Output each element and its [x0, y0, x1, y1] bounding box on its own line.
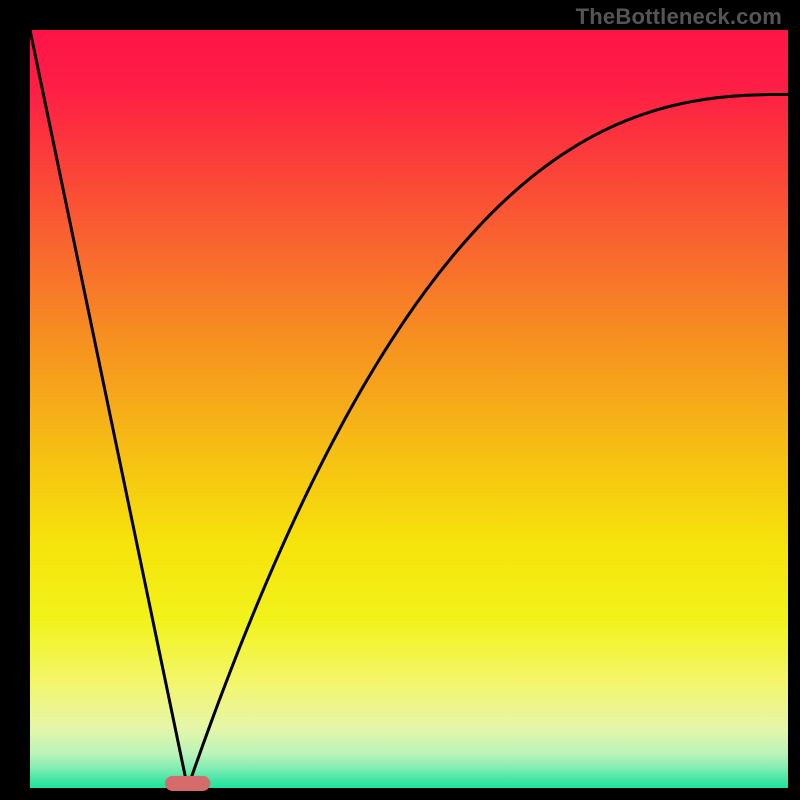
- chart-svg: [0, 0, 800, 800]
- plot-area: [30, 30, 788, 788]
- bottleneck-chart: TheBottleneck.com: [0, 0, 800, 800]
- optimal-marker: [165, 776, 210, 791]
